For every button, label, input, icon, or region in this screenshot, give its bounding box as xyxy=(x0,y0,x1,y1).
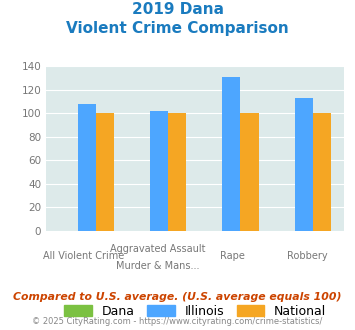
Text: Murder & Mans...: Murder & Mans... xyxy=(116,261,200,271)
Text: Compared to U.S. average. (U.S. average equals 100): Compared to U.S. average. (U.S. average … xyxy=(13,292,342,302)
Text: Robbery: Robbery xyxy=(287,251,327,261)
Bar xyxy=(150,111,168,231)
Bar xyxy=(240,113,258,231)
Bar xyxy=(313,113,331,231)
Bar xyxy=(295,98,313,231)
Text: © 2025 CityRating.com - https://www.cityrating.com/crime-statistics/: © 2025 CityRating.com - https://www.city… xyxy=(32,317,323,326)
Text: 2019 Dana: 2019 Dana xyxy=(131,2,224,16)
Bar xyxy=(168,113,186,231)
Bar xyxy=(222,77,240,231)
Text: Violent Crime Comparison: Violent Crime Comparison xyxy=(66,21,289,36)
Bar xyxy=(96,113,114,231)
Text: Aggravated Assault: Aggravated Assault xyxy=(110,244,206,254)
Text: All Violent Crime: All Violent Crime xyxy=(43,251,124,261)
Text: Rape: Rape xyxy=(220,251,245,261)
Bar xyxy=(78,104,96,231)
Legend: Dana, Illinois, National: Dana, Illinois, National xyxy=(59,300,332,323)
